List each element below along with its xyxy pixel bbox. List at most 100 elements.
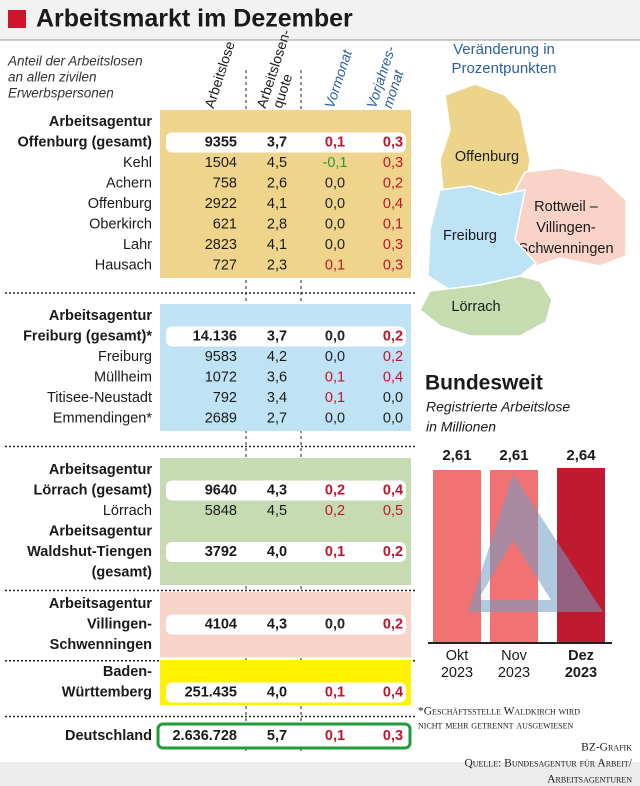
table-subtitle: an allen zivilen xyxy=(8,70,97,85)
row-value: 4,1 xyxy=(267,237,287,253)
footnote: *Geschäftsstelle Waldkirch wird xyxy=(418,706,580,718)
row-label: Kehl xyxy=(123,155,152,171)
row-value: 5848 xyxy=(205,503,237,519)
row-value: 0,4 xyxy=(383,482,403,498)
map-label: Freiburg xyxy=(443,228,497,244)
row-value: 14.136 xyxy=(193,328,237,344)
column-header: Vormonat xyxy=(321,47,355,110)
row-value: 2,3 xyxy=(267,257,287,273)
chart-subtitle: in Millionen xyxy=(426,419,496,435)
row-value: -0,1 xyxy=(323,155,348,171)
row-label: Freiburg (gesamt)* xyxy=(23,328,152,344)
row-value: 0,3 xyxy=(383,134,403,150)
bar-value-label: 2,61 xyxy=(442,447,471,464)
row-value: 0,3 xyxy=(383,257,403,273)
row-label: Arbeitsagentur xyxy=(49,308,152,324)
highlight-pill xyxy=(166,480,406,501)
row-label: Hausach xyxy=(95,257,152,273)
row-value: 0,0 xyxy=(325,237,345,253)
row-label: Lörrach (gesamt) xyxy=(34,482,153,498)
x-tick-label: Nov xyxy=(501,648,528,664)
row-label: Freiburg xyxy=(98,349,152,365)
column-header: Arbeitslose xyxy=(201,39,238,110)
row-value: 3,6 xyxy=(267,369,287,385)
highlight-pill xyxy=(166,132,406,153)
credit: Arbeitsagenturen xyxy=(547,774,632,786)
row-value: 0,0 xyxy=(325,616,345,632)
row-label: Emmendingen* xyxy=(53,410,152,426)
row-value: 2689 xyxy=(205,410,237,426)
bar-value-label: 2,64 xyxy=(566,447,596,464)
row-value: 0,0 xyxy=(383,390,403,406)
row-label: Offenburg xyxy=(88,196,152,212)
row-value: 3,4 xyxy=(267,390,287,406)
x-tick-label: 2023 xyxy=(498,665,530,681)
highlight-pill xyxy=(166,614,406,635)
row-label: Arbeitsagentur xyxy=(49,114,152,130)
row-label: Waldshut-Tiengen xyxy=(27,544,152,560)
row-value: 5,7 xyxy=(267,728,287,744)
row-label: Baden- xyxy=(103,664,152,680)
credit: BZ-Grafik xyxy=(581,742,632,754)
row-value: 1504 xyxy=(205,155,237,171)
row-value: 2,8 xyxy=(267,216,287,232)
row-value: 3792 xyxy=(205,544,237,560)
bar-label-band xyxy=(428,446,610,468)
title: Arbeitsmarkt im Dezember xyxy=(36,5,353,33)
row-value: 0,1 xyxy=(325,134,345,150)
row-value: 2823 xyxy=(205,237,237,253)
row-label: Deutschland xyxy=(65,728,152,744)
row-value: 9355 xyxy=(205,134,237,150)
highlight-pill xyxy=(166,326,406,347)
table-subtitle: Erwerbspersonen xyxy=(8,86,114,101)
row-value: 0,0 xyxy=(325,216,345,232)
row-value: 0,3 xyxy=(383,155,403,171)
row-value: 4,0 xyxy=(267,544,287,560)
row-value: 621 xyxy=(213,216,237,232)
row-value: 4,5 xyxy=(267,155,287,171)
chart-subtitle: Registrierte Arbeitslose xyxy=(426,399,570,415)
row-value: 1072 xyxy=(205,369,237,385)
row-value: 9640 xyxy=(205,482,237,498)
row-value: 4104 xyxy=(205,616,237,632)
row-label: Achern xyxy=(106,175,152,191)
row-value: 0,0 xyxy=(325,196,345,212)
map-title: Prozentpunkten xyxy=(451,60,556,77)
row-value: 3,7 xyxy=(267,134,287,150)
row-value: 4,5 xyxy=(267,503,287,519)
row-value: 0,1 xyxy=(325,684,345,700)
map-label: Schwenningen xyxy=(518,241,613,257)
row-value: 0,1 xyxy=(325,390,345,406)
row-label: Oberkirch xyxy=(89,216,152,232)
highlight-pill xyxy=(156,722,412,750)
map-region xyxy=(419,275,553,337)
row-label: Müllheim xyxy=(94,369,152,385)
row-value: 0,1 xyxy=(325,369,345,385)
row-value: 4,2 xyxy=(267,349,287,365)
x-tick-label: Dez xyxy=(568,648,594,664)
row-label: Arbeitsagentur xyxy=(49,523,152,539)
row-value: 758 xyxy=(213,175,237,191)
row-value: 0,5 xyxy=(383,503,403,519)
map-label: Rottweil – xyxy=(534,199,599,215)
logo-watermark xyxy=(468,474,603,612)
row-label: (gesamt) xyxy=(92,564,153,580)
row-value: 0,1 xyxy=(383,216,403,232)
bar xyxy=(433,469,481,642)
bar-value-label: 2,61 xyxy=(499,447,528,464)
row-value: 0,1 xyxy=(325,728,345,744)
row-value: 0,0 xyxy=(325,349,345,365)
row-label: Lörrach xyxy=(103,503,152,519)
highlight-pill xyxy=(166,682,406,703)
row-label: Lahr xyxy=(123,237,152,253)
title-marker xyxy=(8,10,26,28)
group-background xyxy=(160,458,411,585)
map-title: Veränderung in xyxy=(453,41,555,58)
x-tick-label: 2023 xyxy=(441,665,473,681)
row-value: 0,0 xyxy=(383,410,403,426)
group-background xyxy=(160,304,411,431)
row-value: 2,6 xyxy=(267,175,287,191)
row-value: 792 xyxy=(213,390,237,406)
row-value: 2.636.728 xyxy=(172,728,237,744)
